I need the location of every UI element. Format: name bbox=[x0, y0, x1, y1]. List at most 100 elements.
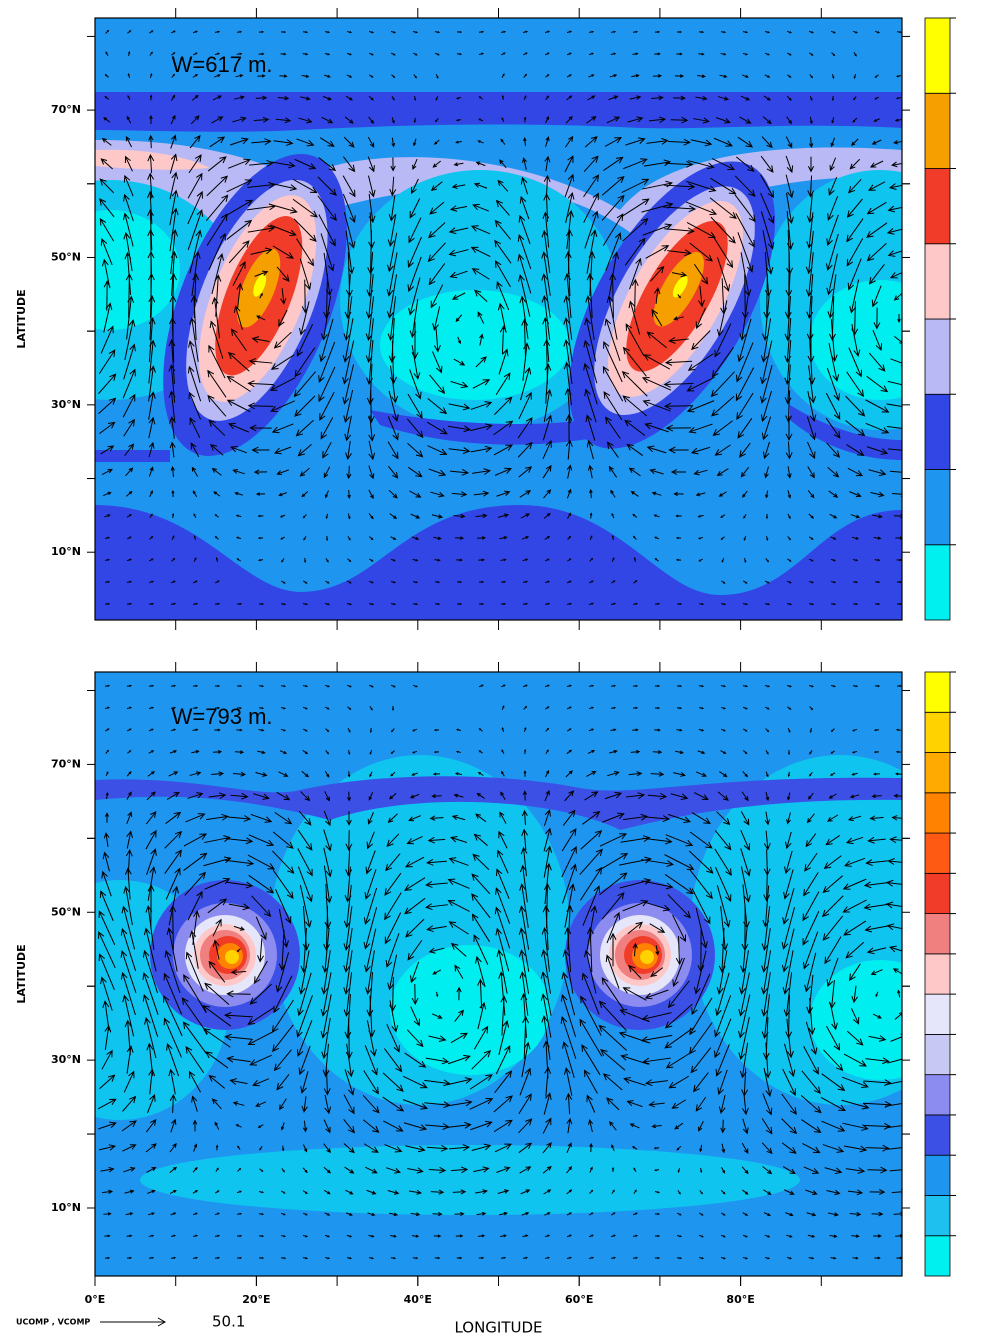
wind-vector bbox=[632, 52, 639, 56]
wind-vector bbox=[893, 793, 902, 798]
wind-vector bbox=[645, 245, 670, 259]
wind-vector bbox=[425, 1057, 450, 1065]
wind-vector bbox=[450, 1166, 469, 1174]
wind-vector bbox=[450, 835, 468, 843]
wind-vector bbox=[228, 422, 250, 433]
wind-vector bbox=[716, 811, 731, 826]
wind-vector bbox=[432, 969, 442, 975]
wind-vector bbox=[148, 134, 154, 149]
wind-vector bbox=[411, 321, 419, 360]
wind-vector bbox=[517, 441, 533, 458]
wind-vector bbox=[828, 176, 838, 196]
wind-vector bbox=[739, 950, 749, 995]
wind-vector bbox=[165, 867, 181, 900]
wind-vector bbox=[390, 536, 397, 540]
wind-vector bbox=[521, 1212, 530, 1216]
wind-vector bbox=[627, 116, 644, 123]
wind-vector bbox=[207, 369, 227, 398]
wind-vector bbox=[826, 1025, 841, 1051]
wind-vector bbox=[610, 52, 617, 56]
wind-vector bbox=[743, 557, 747, 564]
wind-vector bbox=[566, 1189, 573, 1195]
wind-vector bbox=[345, 1212, 353, 1216]
wind-vector bbox=[453, 358, 466, 366]
wind-vector bbox=[410, 1212, 421, 1217]
wind-vector bbox=[234, 491, 243, 496]
wind-vector bbox=[545, 74, 550, 78]
wind-vector bbox=[494, 906, 511, 949]
wind-vector bbox=[763, 1189, 772, 1195]
wind-vector bbox=[170, 580, 176, 584]
wind-vector bbox=[874, 96, 879, 100]
wind-vector bbox=[477, 311, 485, 324]
colorbar-swatch bbox=[924, 243, 951, 320]
wind-vector bbox=[851, 985, 858, 1004]
wind-vector bbox=[808, 536, 814, 540]
wind-vector bbox=[303, 557, 307, 564]
wind-vector bbox=[651, 95, 664, 101]
wind-vector bbox=[105, 749, 110, 754]
wind-vector bbox=[211, 1098, 222, 1110]
wind-vector bbox=[343, 212, 356, 249]
wind-vector bbox=[843, 1145, 868, 1153]
wind-vector bbox=[409, 1189, 423, 1195]
wind-vector bbox=[404, 897, 426, 915]
wind-vector bbox=[302, 1190, 308, 1194]
wind-vector bbox=[446, 1099, 473, 1107]
wind-vector bbox=[413, 138, 417, 147]
wind-vector bbox=[630, 749, 641, 754]
wind-vector bbox=[843, 920, 867, 936]
wind-vector bbox=[610, 1234, 616, 1238]
wind-vector bbox=[521, 318, 529, 361]
wind-vector bbox=[229, 1078, 248, 1085]
wind-vector bbox=[387, 441, 399, 460]
wind-vector bbox=[122, 994, 135, 1037]
wind-vector bbox=[101, 137, 112, 146]
wind-vector bbox=[500, 684, 506, 688]
wind-vector bbox=[99, 198, 115, 218]
wind-vector bbox=[896, 580, 902, 584]
wind-vector bbox=[386, 252, 398, 297]
colorbar-swatch bbox=[924, 1034, 951, 1076]
wind-vector bbox=[148, 339, 157, 384]
wind-vector bbox=[765, 791, 770, 802]
wind-vector bbox=[388, 489, 398, 499]
wind-vector bbox=[523, 748, 527, 755]
wind-vector bbox=[236, 558, 241, 562]
wind-vector bbox=[564, 155, 574, 173]
wind-vector bbox=[676, 1256, 683, 1260]
wind-vector bbox=[742, 52, 749, 56]
wind-vector bbox=[123, 193, 134, 222]
wind-vector bbox=[498, 348, 509, 375]
wind-vector bbox=[873, 307, 881, 330]
wind-vector bbox=[253, 469, 268, 475]
wind-vector bbox=[786, 1018, 794, 1059]
wind-vector bbox=[387, 465, 399, 479]
wind-vector bbox=[584, 210, 599, 249]
wind-vector bbox=[743, 728, 748, 732]
wind-vector bbox=[887, 1058, 902, 1064]
wind-vector bbox=[294, 347, 316, 378]
wind-vector bbox=[676, 30, 683, 34]
wind-vector bbox=[665, 424, 692, 432]
wind-vector bbox=[622, 395, 648, 417]
wind-vector bbox=[296, 238, 315, 267]
wind-vector bbox=[521, 1041, 531, 1078]
wind-vector bbox=[347, 771, 351, 778]
wind-vector bbox=[188, 391, 202, 420]
wind-vector bbox=[276, 1074, 290, 1091]
wind-vector bbox=[148, 316, 156, 362]
wind-vector bbox=[280, 684, 287, 688]
wind-vector bbox=[390, 365, 399, 404]
wind-vector bbox=[232, 116, 247, 123]
wind-vector bbox=[851, 1008, 860, 1025]
wind-vector bbox=[247, 854, 276, 870]
wind-vector bbox=[734, 194, 756, 223]
wind-vector bbox=[362, 1119, 380, 1133]
wind-vector bbox=[606, 441, 619, 458]
wind-vector bbox=[665, 1051, 692, 1069]
wind-vector bbox=[146, 1166, 157, 1173]
wind-vector bbox=[644, 1079, 668, 1087]
wind-vector bbox=[519, 971, 529, 1016]
wind-vector bbox=[599, 833, 628, 847]
